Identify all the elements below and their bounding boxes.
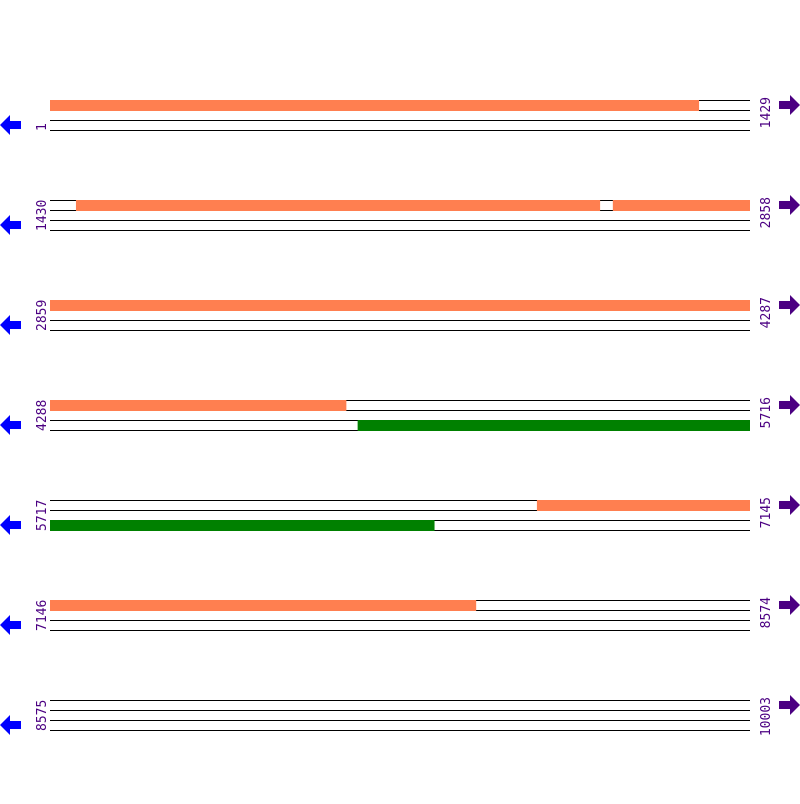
row-end-label: 2858 — [759, 197, 774, 228]
forward-feature[interactable] — [612, 200, 750, 211]
arrow-right-icon — [779, 695, 800, 715]
row-end-label: 4287 — [759, 297, 774, 328]
sequence-row: 4288 5716 — [0, 395, 800, 435]
arrow-right-icon — [779, 395, 800, 415]
forward-feature[interactable] — [50, 100, 700, 111]
forward-feature[interactable] — [50, 400, 347, 411]
row-start-label: 2859 — [35, 300, 50, 331]
arrow-left-icon — [0, 315, 21, 335]
row-start-label: 1430 — [35, 200, 50, 231]
row-end-label: 5716 — [759, 397, 774, 428]
arrow-right-icon — [779, 95, 800, 115]
sequence-row: 7146 8574 — [0, 595, 800, 635]
arrow-left-icon — [0, 615, 21, 635]
arrow-right-icon — [779, 195, 800, 215]
arrow-right-icon — [779, 295, 800, 315]
arrow-left-icon — [0, 215, 21, 235]
forward-feature[interactable] — [50, 300, 750, 311]
arrow-left-icon — [0, 715, 21, 735]
reverse-feature[interactable] — [50, 520, 435, 531]
arrow-left-icon — [0, 415, 21, 435]
row-start-label: 5717 — [35, 500, 50, 531]
reverse-feature[interactable] — [357, 420, 750, 431]
sequence-row: 5717 7145 — [0, 495, 800, 535]
sequence-row: 8575 10003 — [0, 695, 800, 736]
row-end-label: 7145 — [759, 497, 774, 528]
arrow-left-icon — [0, 115, 21, 135]
row-end-label: 8574 — [759, 597, 774, 628]
forward-feature[interactable] — [536, 500, 750, 511]
row-start-label: 8575 — [35, 700, 50, 731]
arrow-right-icon — [779, 495, 800, 515]
arrow-right-icon — [779, 595, 800, 615]
forward-feature[interactable] — [50, 600, 477, 611]
sequence-row: 1430 2858 — [0, 195, 800, 235]
row-end-label: 1429 — [759, 97, 774, 128]
sequence-row: 2859 4287 — [0, 295, 800, 335]
row-end-label: 10003 — [759, 697, 774, 736]
arrow-left-icon — [0, 515, 21, 535]
row-start-label: 7146 — [35, 600, 50, 631]
row-start-label: 1 — [35, 123, 50, 131]
forward-feature[interactable] — [75, 200, 601, 211]
sequence-row: 1 1429 — [0, 95, 800, 135]
row-start-label: 4288 — [35, 400, 50, 431]
